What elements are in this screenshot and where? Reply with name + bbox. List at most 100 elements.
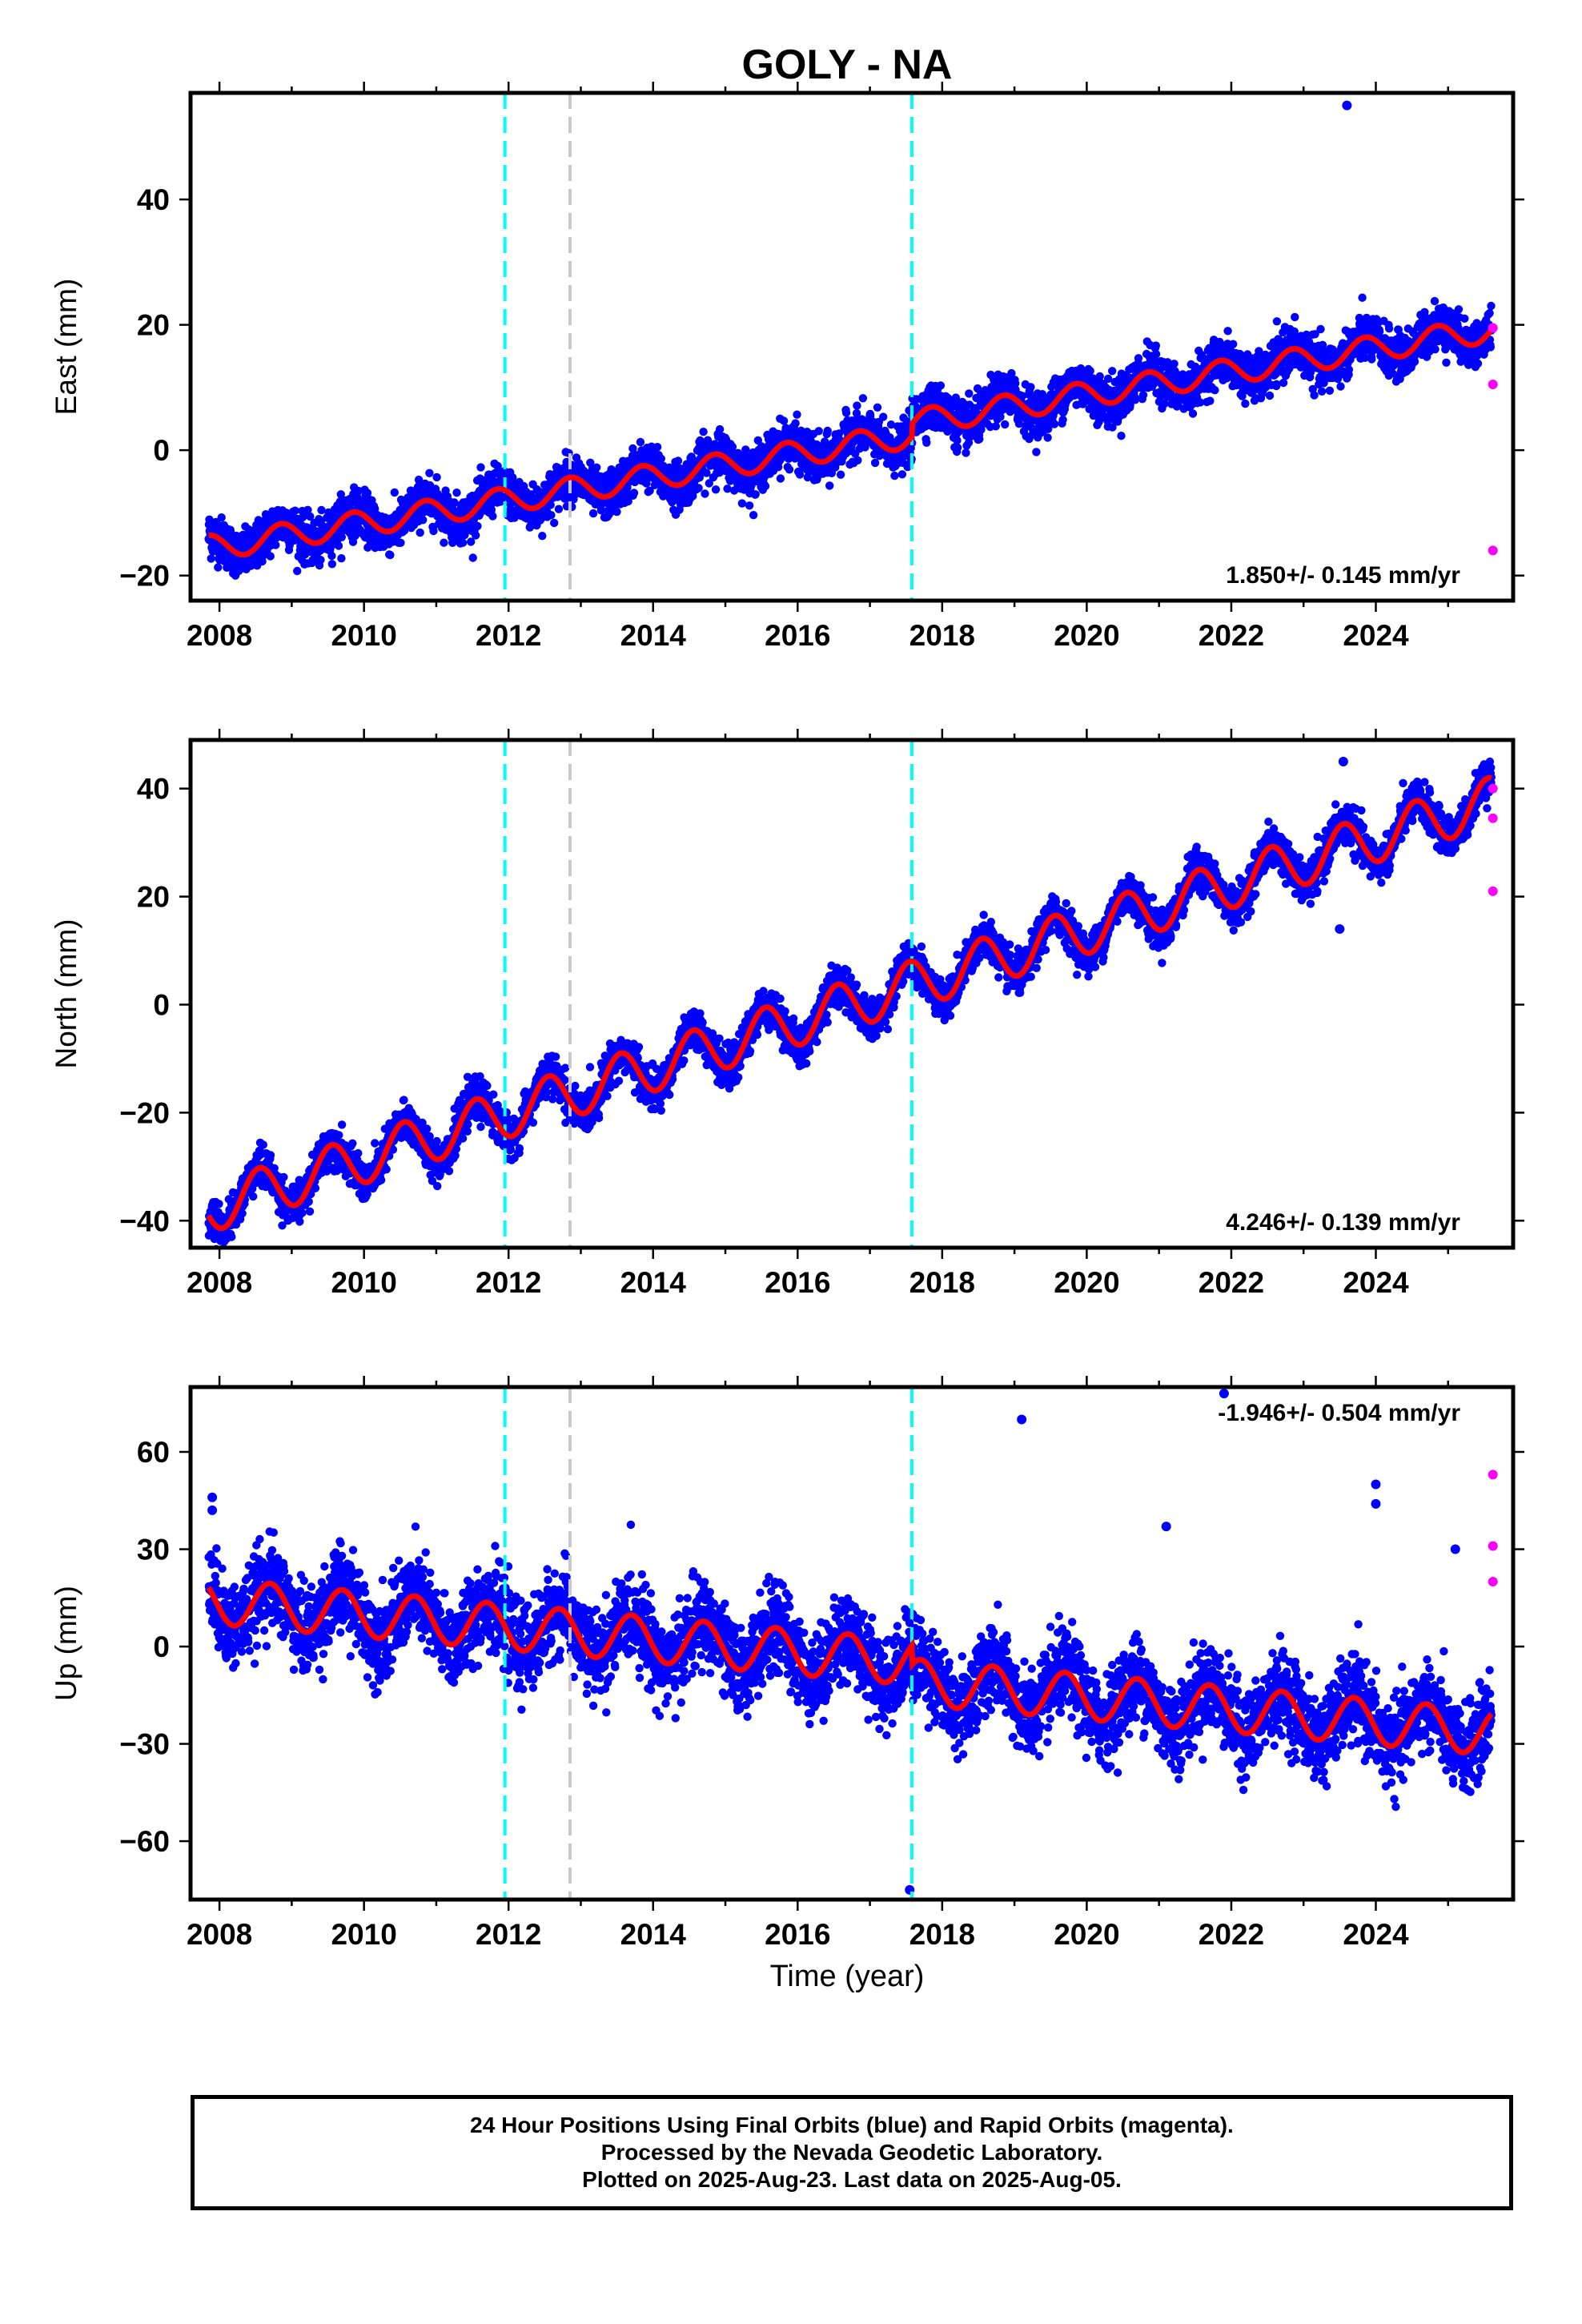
data-point — [1151, 350, 1161, 359]
data-point — [823, 426, 832, 436]
data-point — [1001, 420, 1010, 429]
data-point — [390, 488, 399, 497]
data-point — [629, 489, 639, 497]
data-point — [1384, 324, 1394, 333]
data-point — [1018, 392, 1027, 400]
data-point — [1006, 408, 1015, 416]
data-point — [1058, 416, 1067, 424]
data-point — [1291, 312, 1299, 322]
data-point — [1310, 391, 1319, 400]
data-point — [596, 506, 606, 515]
data-point — [1325, 386, 1335, 395]
data-point — [1358, 293, 1367, 302]
data-point — [656, 454, 665, 463]
data-point — [440, 538, 448, 547]
data-point — [429, 526, 438, 536]
data-point — [1316, 324, 1325, 334]
data-point — [337, 554, 346, 563]
data-point — [1117, 432, 1126, 440]
data-point — [965, 389, 974, 398]
data-point — [1126, 400, 1134, 409]
data-point — [309, 556, 318, 565]
data-point — [488, 512, 497, 521]
data-point — [1170, 360, 1178, 368]
data-point — [1430, 296, 1439, 306]
data-point — [951, 393, 961, 402]
data-point — [737, 499, 747, 508]
data-point — [554, 505, 564, 513]
data-point — [1431, 345, 1439, 354]
data-point — [886, 420, 896, 429]
data-point — [1279, 378, 1288, 388]
data-point — [452, 489, 461, 497]
data-point — [306, 512, 315, 521]
data-point — [879, 412, 888, 421]
data-point — [487, 505, 496, 514]
data-point — [953, 436, 962, 445]
data-point — [254, 516, 263, 525]
data-point — [803, 472, 812, 482]
data-point — [1454, 305, 1464, 314]
data-point — [1160, 399, 1169, 408]
data-point — [741, 445, 750, 454]
data-point — [705, 479, 713, 488]
data-point — [702, 468, 711, 477]
data-point — [723, 485, 732, 493]
data-point — [1367, 355, 1376, 364]
data-point — [964, 438, 974, 447]
data-point — [1108, 367, 1117, 376]
data-point — [645, 486, 654, 495]
data-point — [588, 509, 598, 518]
data-point — [673, 456, 683, 465]
data-point — [711, 485, 721, 494]
data-point — [1131, 393, 1140, 402]
data-point — [1410, 357, 1419, 366]
data-point — [1188, 409, 1198, 418]
data-point — [753, 436, 762, 445]
data-point — [1272, 380, 1281, 388]
data-point — [303, 505, 312, 514]
data-point — [1032, 448, 1041, 456]
data-point — [538, 532, 547, 541]
data-point — [1460, 314, 1469, 323]
data-point — [814, 427, 823, 436]
data-point — [334, 541, 343, 550]
data-point — [207, 554, 215, 563]
data-point — [247, 561, 255, 570]
data-point — [316, 556, 325, 565]
data-point — [858, 394, 868, 403]
data-point — [1195, 398, 1205, 407]
data-point — [291, 506, 299, 515]
data-point — [317, 505, 326, 515]
data-point — [1086, 367, 1094, 376]
data-point — [715, 424, 725, 434]
data-point — [612, 507, 621, 517]
data-point — [793, 410, 801, 419]
data-point — [371, 505, 379, 513]
data-point — [546, 501, 555, 509]
data-point — [476, 463, 485, 472]
data-point — [550, 518, 559, 528]
data-point — [1265, 391, 1275, 400]
data-point — [205, 515, 214, 524]
data-point — [1134, 354, 1143, 363]
data-point — [1103, 374, 1113, 384]
data-point — [897, 470, 907, 479]
data-point — [1318, 340, 1327, 349]
data-point — [271, 541, 280, 549]
data-point — [1206, 396, 1215, 405]
data-point — [776, 474, 785, 483]
figure-title: GOLY - NA — [742, 42, 953, 88]
data-point — [1229, 340, 1238, 348]
data-point — [785, 465, 794, 474]
panels: 2008 2010 2012 2014 2016 2018 2020 2022 2024−200… — [50, 82, 1524, 1951]
data-point — [652, 443, 662, 452]
data-point — [472, 531, 480, 540]
data-point — [327, 551, 336, 561]
data-point — [728, 442, 737, 452]
data-point — [1241, 399, 1250, 408]
data-point — [725, 476, 735, 485]
data-point — [1151, 341, 1161, 350]
data-point — [547, 511, 556, 520]
data-point — [493, 461, 502, 471]
